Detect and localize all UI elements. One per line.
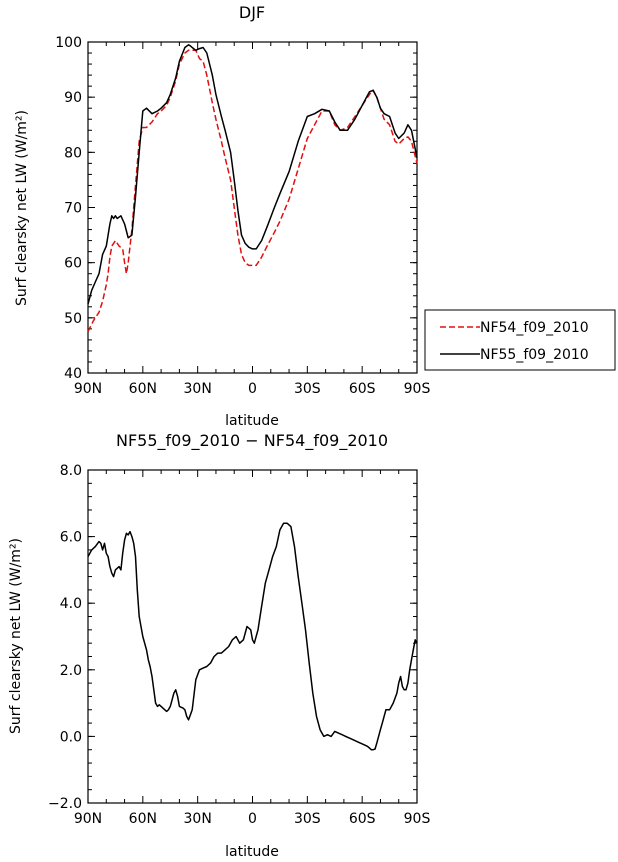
x-tick-label: 90S — [404, 811, 431, 827]
x-tick-label: 30S — [294, 381, 321, 397]
y-tick-label: 4.0 — [60, 596, 82, 612]
chart-title-top: DJF — [239, 3, 265, 22]
plot-frame — [87, 41, 418, 374]
series-line-nf55_f09_2010 — [87, 44, 418, 305]
series-line-difference — [87, 522, 418, 751]
y-tick-label: 40 — [64, 366, 82, 382]
x-tick-label: 30S — [294, 811, 321, 827]
x-tick-label: 90S — [404, 381, 431, 397]
x-tick-label: 90N — [74, 811, 102, 827]
x-axis-label-bottom: latitude — [225, 844, 279, 860]
x-tick-label: 90N — [74, 381, 102, 397]
legend-box — [424, 309, 616, 371]
y-tick-label: 0.0 — [60, 729, 82, 745]
legend-label: NF55_f09_2010 — [480, 347, 589, 363]
y-tick-label: 70 — [64, 201, 82, 217]
series-line-nf54_f09_2010 — [87, 49, 418, 332]
x-tick-label: 0 — [248, 381, 257, 397]
y-axis-label-bottom: Surf clearsky net LW (W/m²) — [8, 538, 24, 734]
y-tick-label: 50 — [64, 311, 82, 327]
y-axis-label-top: Surf clearsky net LW (W/m²) — [14, 110, 30, 306]
y-tick-label: 80 — [64, 145, 82, 161]
y-tick-label: 6.0 — [60, 530, 82, 546]
x-tick-label: 0 — [248, 811, 257, 827]
x-tick-label: 60N — [129, 811, 157, 827]
y-tick-label: 90 — [64, 90, 82, 106]
y-tick-label: −2.0 — [48, 796, 82, 812]
chart-title-bottom: NF55_f09_2010 − NF54_f09_2010 — [116, 431, 388, 451]
y-tick-label: 2.0 — [60, 663, 82, 679]
chart-panel-top: DJF Surf clearsky net LW (W/m²) latitude… — [14, 3, 430, 429]
x-tick-label: 30N — [184, 381, 212, 397]
y-tick-label: 60 — [64, 256, 82, 272]
x-tick-label: 60N — [129, 381, 157, 397]
y-tick-label: 100 — [55, 35, 82, 51]
chart-legend: NF54_f09_2010 NF55_f09_2010 — [424, 309, 616, 371]
y-tick-label: 8.0 — [60, 463, 82, 479]
x-tick-label: 60S — [349, 811, 376, 827]
legend-label: NF54_f09_2010 — [480, 320, 589, 336]
x-tick-label: 30N — [184, 811, 212, 827]
x-tick-label: 60S — [349, 381, 376, 397]
x-axis-label-top: latitude — [225, 413, 279, 429]
chart-panel-bottom: NF55_f09_2010 − NF54_f09_2010 Surf clear… — [8, 431, 430, 860]
